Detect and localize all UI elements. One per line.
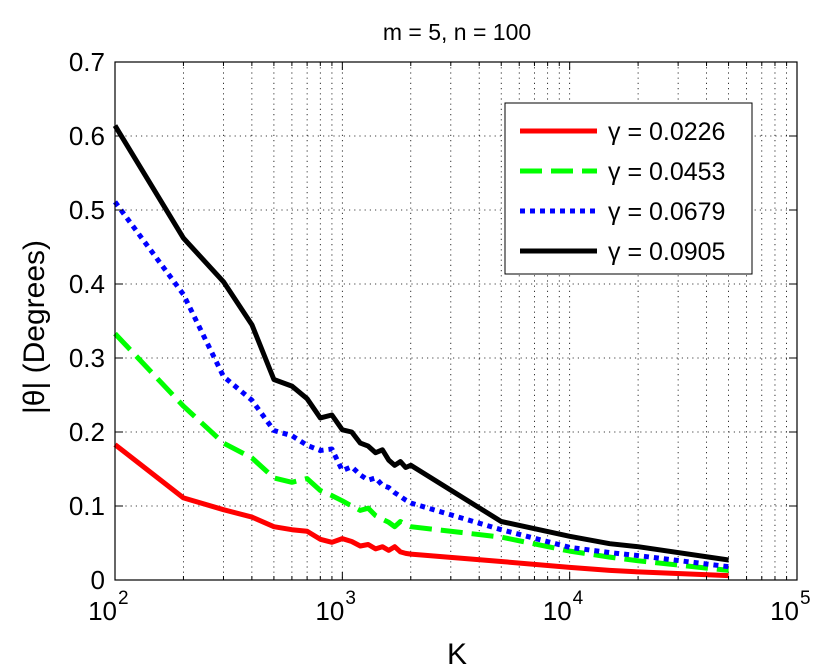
series-line-4 [112,124,729,563]
series-line-1 [113,442,729,579]
legend-entry-1: γ = 0.0226 [520,118,725,146]
x-tick-label-exponent: 3 [345,588,356,609]
legend-entry-4: γ = 0.0905 [520,238,725,266]
y-tick-label: 0.1 [69,491,105,521]
legend-entry-2: γ = 0.0453 [520,158,725,186]
legend-label: γ = 0.0453 [608,158,725,186]
axes-box [114,61,798,581]
x-tick-label: 10 2 [88,588,129,626]
x-tick-label-exponent: 5 [800,588,811,609]
x-tick-labels: 10 2 10 3 10 4 10 5 [88,588,811,626]
legend: γ = 0.0226 γ = 0.0453 γ = 0.0679 γ = 0.0905 [504,102,753,275]
x-axis-label: K [447,638,467,671]
legend-label: γ = 0.0226 [608,118,725,146]
series-line-2 [113,331,729,573]
y-axis-label: |θ| (Degrees) [18,240,51,414]
x-tick-label: 10 5 [770,588,811,626]
x-tick-label-base: 10 [315,596,344,626]
legend-label: γ = 0.0679 [608,198,725,226]
y-tick-label: 0.3 [69,343,105,373]
legend-label: γ = 0.0905 [608,238,725,266]
y-tick-label: 0.4 [69,269,105,299]
y-tick-labels: 0 0.1 0.2 0.3 0.4 0.5 0.6 0.7 [69,47,105,595]
x-tick-label: 10 3 [315,588,356,626]
legend-entry-3: γ = 0.0679 [520,198,725,226]
series-lines [112,124,729,579]
x-tick-label-exponent: 2 [118,588,129,609]
x-tick-label-exponent: 4 [573,588,584,609]
x-tick-label: 10 4 [543,588,584,626]
y-tick-label: 0.2 [69,417,105,447]
x-tick-label-base: 10 [88,596,117,626]
y-tick-label: 0 [91,565,105,595]
axis-ticks [114,61,798,581]
chart-title: m = 5, n = 100 [383,19,531,45]
y-tick-label: 0.7 [69,47,105,77]
x-tick-label-base: 10 [770,596,799,626]
x-tick-label-base: 10 [543,596,572,626]
y-tick-label: 0.5 [69,195,105,225]
series-line-3 [112,200,729,570]
y-tick-label: 0.6 [69,121,105,151]
